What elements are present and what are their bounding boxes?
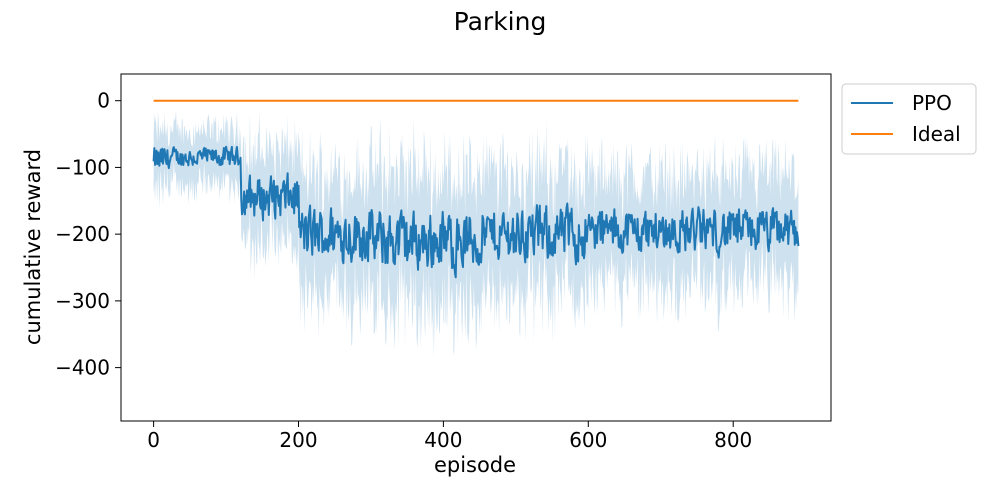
legend: PPO Ideal	[841, 83, 977, 155]
ppo-confidence-band	[153, 109, 799, 359]
legend-label-ppo: PPO	[912, 91, 952, 115]
axes-group: 0 200 400 600 800 0 −100 −200 −300 −400	[55, 73, 832, 452]
x-tick-label: 200	[279, 428, 317, 452]
chart-title: Parking	[454, 7, 547, 36]
y-tick-label: 0	[97, 89, 110, 113]
x-tick-label: 600	[569, 428, 607, 452]
x-tick-label: 800	[714, 428, 752, 452]
x-tick-label: 0	[147, 428, 160, 452]
ppo-band-group	[153, 109, 799, 359]
x-tick-label: 400	[424, 428, 462, 452]
plot-frame	[120, 73, 832, 422]
y-tick-label: −400	[55, 356, 110, 380]
y-tick-label: −200	[55, 222, 110, 246]
y-axis-label: cumulative reward	[21, 149, 45, 345]
x-axis-label: episode	[434, 453, 516, 477]
ppo-series-line	[152, 145, 800, 279]
y-tick-label: −300	[55, 289, 110, 313]
legend-label-ideal: Ideal	[912, 122, 961, 146]
series-lines-group	[152, 99, 800, 279]
y-tick-label: −100	[55, 155, 110, 179]
legend-box	[841, 83, 977, 155]
